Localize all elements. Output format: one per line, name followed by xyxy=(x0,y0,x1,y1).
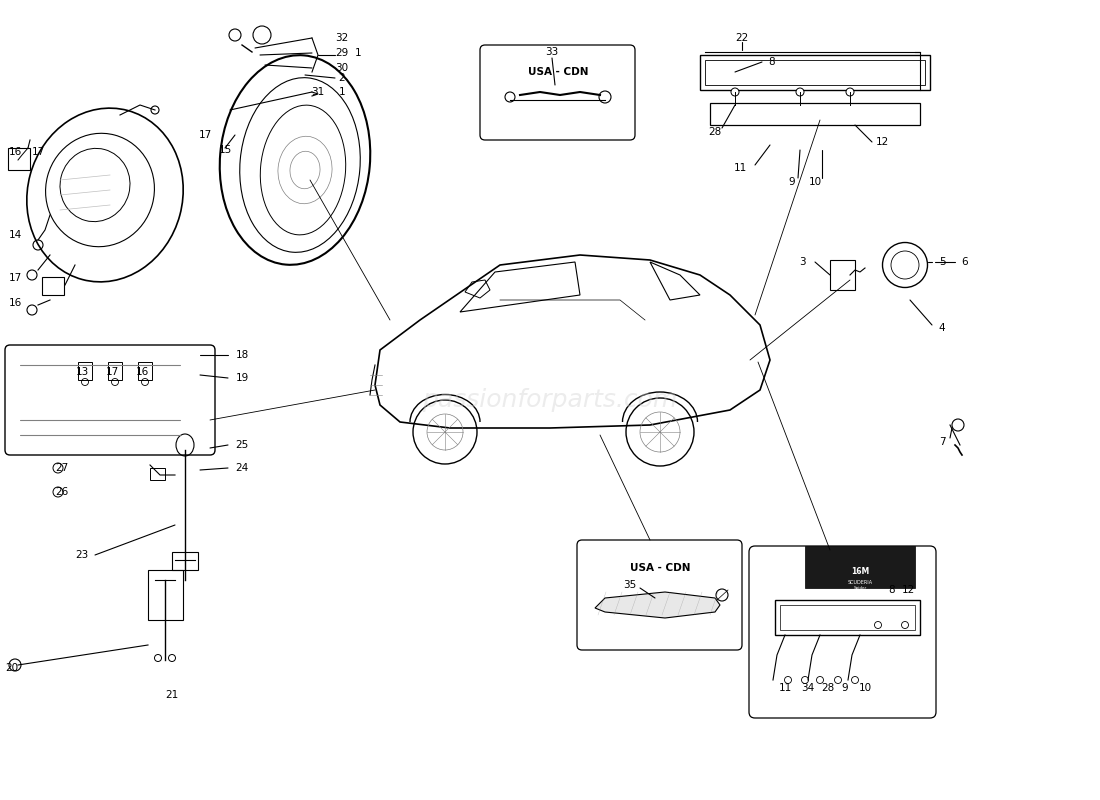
Ellipse shape xyxy=(846,88,854,96)
Text: 10: 10 xyxy=(858,683,871,693)
Text: 10: 10 xyxy=(808,177,822,187)
Text: 11: 11 xyxy=(779,683,792,693)
Text: 17: 17 xyxy=(106,367,119,377)
Bar xyxy=(705,60,925,85)
Bar xyxy=(172,552,198,570)
Text: 9: 9 xyxy=(789,177,795,187)
Text: 13: 13 xyxy=(76,367,89,377)
Text: 33: 33 xyxy=(546,47,559,57)
Text: 22: 22 xyxy=(736,33,749,43)
Text: 1: 1 xyxy=(339,87,345,97)
Bar xyxy=(805,546,915,588)
Text: 16: 16 xyxy=(9,298,22,308)
Text: 25: 25 xyxy=(235,440,249,450)
Ellipse shape xyxy=(732,88,739,96)
Text: 19: 19 xyxy=(235,373,249,383)
Text: 6: 6 xyxy=(961,257,968,267)
Text: 7: 7 xyxy=(938,437,945,447)
Text: 20: 20 xyxy=(6,663,19,673)
Bar xyxy=(776,600,920,635)
Text: 9: 9 xyxy=(842,683,848,693)
Text: 18: 18 xyxy=(235,350,249,360)
Text: USA - CDN: USA - CDN xyxy=(629,563,691,573)
Bar xyxy=(710,103,920,125)
Text: 31: 31 xyxy=(311,87,324,97)
Text: 8: 8 xyxy=(889,585,895,595)
Bar xyxy=(138,362,152,380)
Text: 29: 29 xyxy=(336,48,349,58)
Text: 17: 17 xyxy=(198,130,211,140)
Text: SCUDERIA: SCUDERIA xyxy=(847,579,872,585)
Text: 5: 5 xyxy=(938,257,945,267)
Text: 26: 26 xyxy=(55,487,68,497)
Text: 32: 32 xyxy=(336,33,349,43)
Text: 4: 4 xyxy=(938,323,945,333)
Bar xyxy=(108,362,122,380)
Bar xyxy=(700,55,930,90)
Text: 34: 34 xyxy=(802,683,815,693)
Text: 3: 3 xyxy=(799,257,805,267)
Text: 28: 28 xyxy=(822,683,835,693)
Text: 15: 15 xyxy=(219,145,232,155)
Bar xyxy=(150,468,165,480)
Text: 16: 16 xyxy=(9,147,22,157)
Text: 12: 12 xyxy=(876,137,889,147)
Text: 12: 12 xyxy=(901,585,914,595)
Text: 24: 24 xyxy=(235,463,249,473)
Text: 11: 11 xyxy=(734,163,747,173)
Text: 35: 35 xyxy=(624,580,637,590)
Bar xyxy=(8,148,30,170)
Text: 30: 30 xyxy=(336,63,349,73)
Text: USA - CDN: USA - CDN xyxy=(528,67,588,77)
Text: 2: 2 xyxy=(339,73,345,83)
Bar xyxy=(42,277,64,295)
Bar xyxy=(148,570,183,620)
Text: 16: 16 xyxy=(135,367,149,377)
Text: 14: 14 xyxy=(9,230,22,240)
Text: passionforparts.com: passionforparts.com xyxy=(422,388,678,412)
Text: 16M: 16M xyxy=(851,567,869,577)
Text: 23: 23 xyxy=(76,550,89,560)
Text: 8: 8 xyxy=(769,57,776,67)
Text: 17: 17 xyxy=(9,273,22,283)
Bar xyxy=(830,260,855,290)
Text: Spider: Spider xyxy=(854,586,867,590)
Ellipse shape xyxy=(796,88,804,96)
Bar xyxy=(78,362,92,380)
Text: 1: 1 xyxy=(354,48,361,58)
Text: 28: 28 xyxy=(708,127,722,137)
Polygon shape xyxy=(595,592,720,618)
Text: 27: 27 xyxy=(55,463,68,473)
Text: 21: 21 xyxy=(165,690,178,700)
Text: 17: 17 xyxy=(32,147,45,157)
Bar xyxy=(780,605,915,630)
